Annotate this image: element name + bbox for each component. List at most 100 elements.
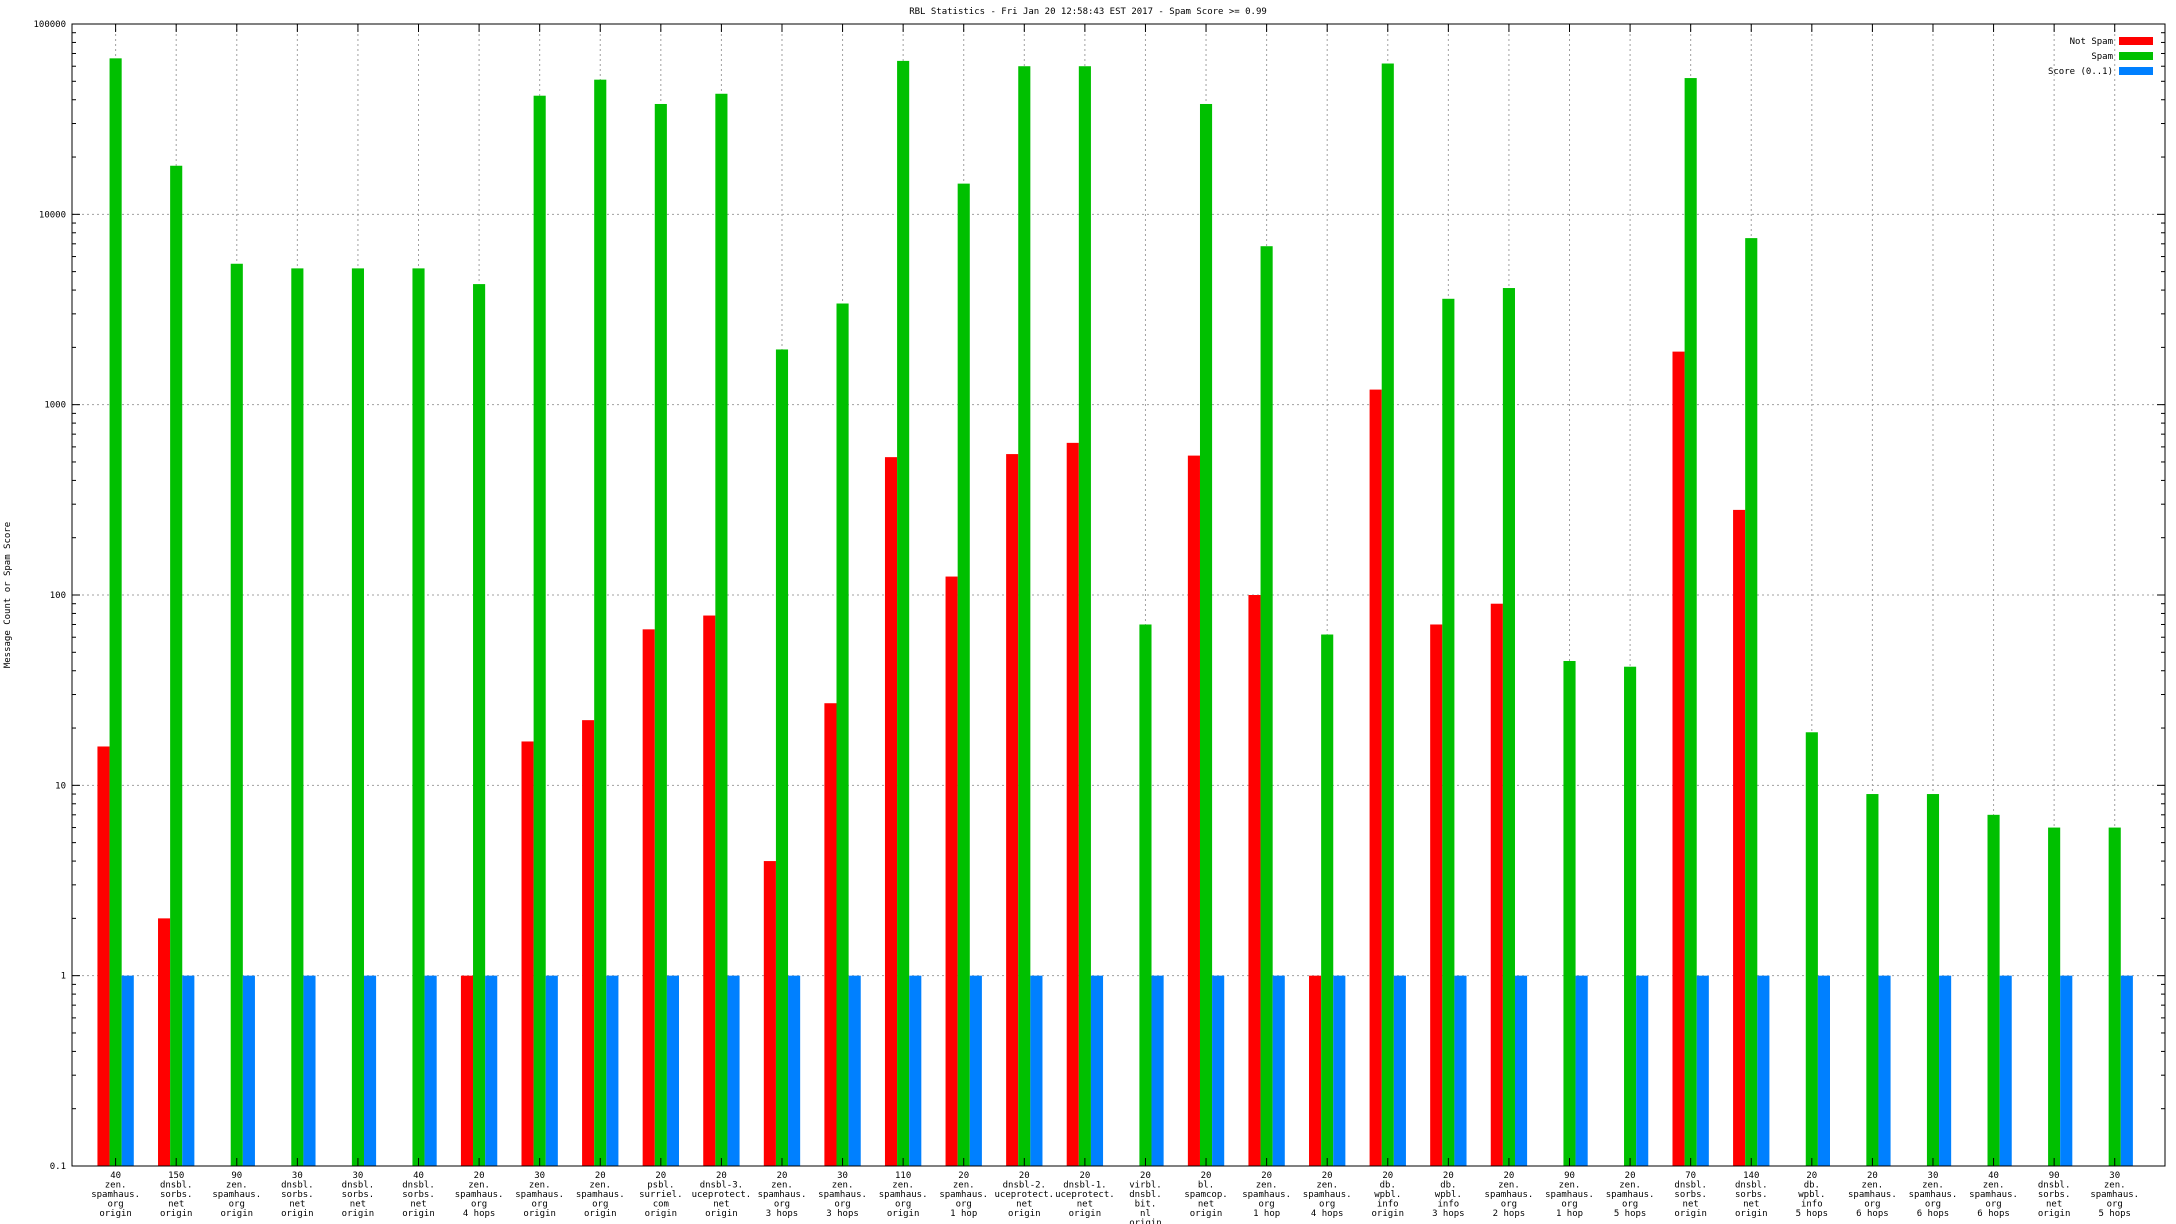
x-tick-label: 20 virbl. dnsbl. bit. nl origin — [1129, 1171, 1162, 1224]
x-tick-label: 30 dnsbl. sorbs. net origin — [342, 1171, 375, 1219]
bar-spam — [351, 268, 364, 1167]
bar-spam — [897, 60, 910, 1167]
bar-not-spam — [703, 615, 716, 1166]
bar-spam — [654, 103, 667, 1166]
x-tick-label: 90 zen. spamhaus. org origin — [212, 1171, 261, 1219]
bar-not-spam — [1309, 975, 1322, 1166]
x-tick-label: 20 db. wpbl. info origin — [1372, 1171, 1405, 1219]
x-tick-label: 20 db. wpbl. info 5 hops — [1796, 1171, 1829, 1219]
bar-not-spam — [582, 720, 595, 1166]
bar-spam — [1442, 298, 1455, 1166]
x-tick-label: 150 dnsbl. sorbs. net origin — [160, 1171, 193, 1219]
y-tick-label: 10 — [55, 781, 66, 791]
bar-score-0-1 — [727, 975, 740, 1166]
x-tick-label: 110 zen. spamhaus. org origin — [879, 1171, 928, 1219]
bar-spam — [1987, 814, 2000, 1166]
x-tick-label: 30 zen. spamhaus. org 6 hops — [1909, 1171, 1958, 1219]
x-tick-label: 20 zen. spamhaus. org 4 hops — [1303, 1171, 1352, 1219]
bar-spam — [1866, 794, 1879, 1166]
x-tick-label: 20 zen. spamhaus. org 2 hops — [1485, 1171, 1534, 1219]
chart-title: RBL Statistics - Fri Jan 20 12:58:43 EST… — [909, 7, 1267, 17]
bar-not-spam — [521, 741, 534, 1166]
bar-not-spam — [763, 861, 776, 1166]
bar-score-0-1 — [545, 975, 558, 1166]
bar-not-spam — [158, 918, 171, 1166]
axis-layer: 0.1 1 10 100 1000 10000 100000 40 zen. spamhaus. o… — [33, 20, 2165, 1224]
bar-not-spam — [1066, 442, 1079, 1166]
bar-spam — [1199, 103, 1213, 1166]
x-tick-label: 30 dnsbl. sorbs. net origin — [281, 1171, 314, 1219]
bar-not-spam — [824, 703, 837, 1166]
legend-label: Not Spam — [2070, 37, 2113, 47]
bar-score-0-1 — [303, 975, 316, 1166]
bar-not-spam — [642, 629, 655, 1166]
bar-spam — [1321, 634, 1334, 1166]
bar-score-0-1 — [1817, 975, 1830, 1166]
bar-not-spam — [1490, 603, 1503, 1166]
bar-score-0-1 — [1999, 975, 2012, 1166]
bar-score-0-1 — [1393, 975, 1406, 1166]
bar-spam — [715, 93, 728, 1166]
x-tick-label: 40 zen. spamhaus. org 6 hops — [1969, 1171, 2018, 1219]
bars-layer — [97, 58, 2133, 1167]
bar-score-0-1 — [242, 975, 255, 1166]
x-tick-label: 20 zen. spamhaus. org 4 hops — [455, 1171, 504, 1219]
bar-spam — [1502, 288, 1515, 1167]
legend-label: Spam — [2091, 52, 2113, 62]
bar-score-0-1 — [1636, 975, 1649, 1166]
legend: Not Spam Spam Score (0..1) — [2048, 37, 2153, 77]
x-tick-label: 20 dnsbl-2. uceprotect. net origin — [994, 1171, 1054, 1219]
bar-score-0-1 — [1757, 975, 1770, 1166]
bar-not-spam — [1733, 509, 1746, 1166]
bar-spam — [836, 303, 849, 1166]
bar-score-0-1 — [969, 975, 982, 1166]
bar-score-0-1 — [1333, 975, 1346, 1166]
bar-spam — [1805, 732, 1818, 1166]
legend-swatch — [2119, 67, 2153, 75]
bar-spam — [1684, 78, 1697, 1166]
bar-score-0-1 — [2060, 975, 2073, 1166]
x-tick-label: 90 zen. spamhaus. org 1 hop — [1545, 1171, 1594, 1219]
bar-score-0-1 — [1514, 975, 1528, 1166]
y-tick-label: 1000 — [44, 401, 66, 411]
x-tick-label: 30 zen. spamhaus. org 3 hops — [818, 1171, 867, 1219]
bar-score-0-1 — [1575, 975, 1588, 1166]
x-tick-label: 30 zen. spamhaus. org origin — [515, 1171, 564, 1219]
x-tick-label: 20 zen. spamhaus. org 3 hops — [758, 1171, 807, 1219]
bar-score-0-1 — [848, 975, 861, 1166]
bar-spam — [2048, 827, 2061, 1166]
y-tick-label: 0.1 — [50, 1162, 66, 1172]
y-tick-label: 100000 — [33, 20, 66, 30]
legend-swatch — [2119, 52, 2153, 60]
x-tick-label: 20 bl. spamcop. net origin — [1184, 1171, 1227, 1219]
x-tick-label: 140 dnsbl. sorbs. net origin — [1735, 1171, 1768, 1219]
bar-score-0-1 — [2120, 975, 2133, 1166]
bar-not-spam — [1430, 624, 1443, 1166]
bar-spam — [1381, 63, 1394, 1167]
x-tick-label: 20 dnsbl-1. uceprotect. net origin — [1055, 1171, 1115, 1219]
bar-score-0-1 — [1939, 975, 1952, 1166]
bar-not-spam — [945, 576, 958, 1166]
bar-score-0-1 — [363, 975, 377, 1166]
bar-not-spam — [1187, 455, 1200, 1166]
x-tick-label: 40 dnsbl. sorbs. net origin — [402, 1171, 435, 1219]
x-tick-label: 90 dnsbl. sorbs. net origin — [2038, 1171, 2071, 1219]
bar-spam — [957, 183, 970, 1166]
bar-spam — [1018, 66, 1031, 1166]
bar-score-0-1 — [1212, 975, 1225, 1166]
bar-spam — [1078, 66, 1091, 1166]
bar-spam — [594, 79, 607, 1166]
x-tick-label: 20 zen. spamhaus. org 1 hop — [939, 1171, 988, 1219]
bar-spam — [1139, 624, 1152, 1166]
x-tick-label: 70 dnsbl. sorbs. net origin — [1674, 1171, 1707, 1219]
bar-not-spam — [1672, 351, 1685, 1166]
x-tick-label: 20 zen. spamhaus. org 5 hops — [1606, 1171, 1655, 1219]
bar-spam — [412, 268, 425, 1167]
legend-label: Score (0..1) — [2048, 67, 2113, 77]
bar-not-spam — [1369, 389, 1382, 1166]
bar-score-0-1 — [909, 975, 922, 1166]
bar-score-0-1 — [666, 975, 680, 1166]
x-tick-label: 20 zen. spamhaus. org 1 hop — [1242, 1171, 1291, 1219]
